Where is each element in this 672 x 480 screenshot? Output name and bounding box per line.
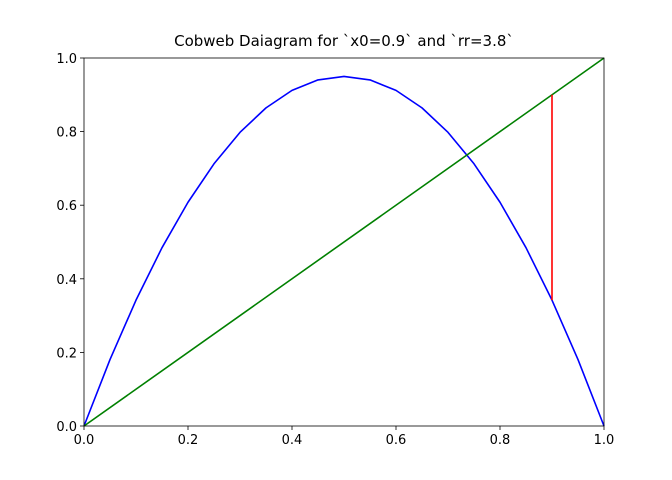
series-line <box>83 75 605 427</box>
chart-title: Cobweb Daiagram for `x0=0.9` and `rr=3.8… <box>174 32 514 50</box>
y-tick-label: 0.2 <box>56 346 77 361</box>
y-tick-label: 0.8 <box>56 126 77 141</box>
y-tick-label: 0.6 <box>56 199 77 214</box>
x-tick-label: 1.0 <box>594 433 615 448</box>
y-tick-label: 0.4 <box>56 273 77 288</box>
y-tick-label: 1.0 <box>56 52 77 67</box>
x-tick-label: 0.0 <box>74 433 95 448</box>
y-tick-label: 0.0 <box>56 420 77 435</box>
x-tick-label: 0.6 <box>386 433 407 448</box>
x-tick-label: 0.4 <box>282 433 303 448</box>
x-tick-label: 0.2 <box>178 433 199 448</box>
x-tick-label: 0.8 <box>490 433 511 448</box>
series-line <box>83 57 605 427</box>
plot-frame <box>83 57 605 427</box>
